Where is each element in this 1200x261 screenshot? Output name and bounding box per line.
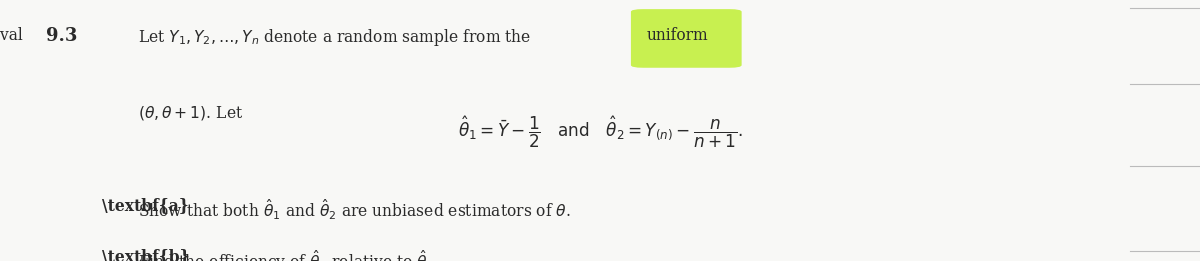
Text: $\hat{\theta}_1 = \bar{Y} - \dfrac{1}{2}$$\quad\text{and}\quad$$\hat{\theta}_2 =: $\hat{\theta}_1 = \bar{Y} - \dfrac{1}{2}… [457, 115, 743, 150]
Text: Show that both $\hat{\theta}_1$ and $\hat{\theta}_2$ are unbiased estimators of : Show that both $\hat{\theta}_1$ and $\ha… [138, 197, 571, 222]
Text: uniform: uniform [647, 27, 708, 44]
Text: Find the efficiency of $\hat{\theta}_1$ relative to $\hat{\theta}_2$.: Find the efficiency of $\hat{\theta}_1$ … [138, 248, 439, 261]
Text: distribution on the interval: distribution on the interval [0, 27, 23, 44]
Text: \textbf{b}: \textbf{b} [102, 248, 190, 261]
Text: \textbf{a}: \textbf{a} [102, 197, 188, 214]
Text: 9.3: 9.3 [46, 27, 77, 45]
Text: Let $Y_1, Y_2, \ldots, Y_n$ denote a random sample from the: Let $Y_1, Y_2, \ldots, Y_n$ denote a ran… [138, 27, 532, 48]
FancyBboxPatch shape [631, 9, 742, 68]
Text: $(\theta, \theta + 1)$. Let: $(\theta, \theta + 1)$. Let [138, 104, 244, 122]
